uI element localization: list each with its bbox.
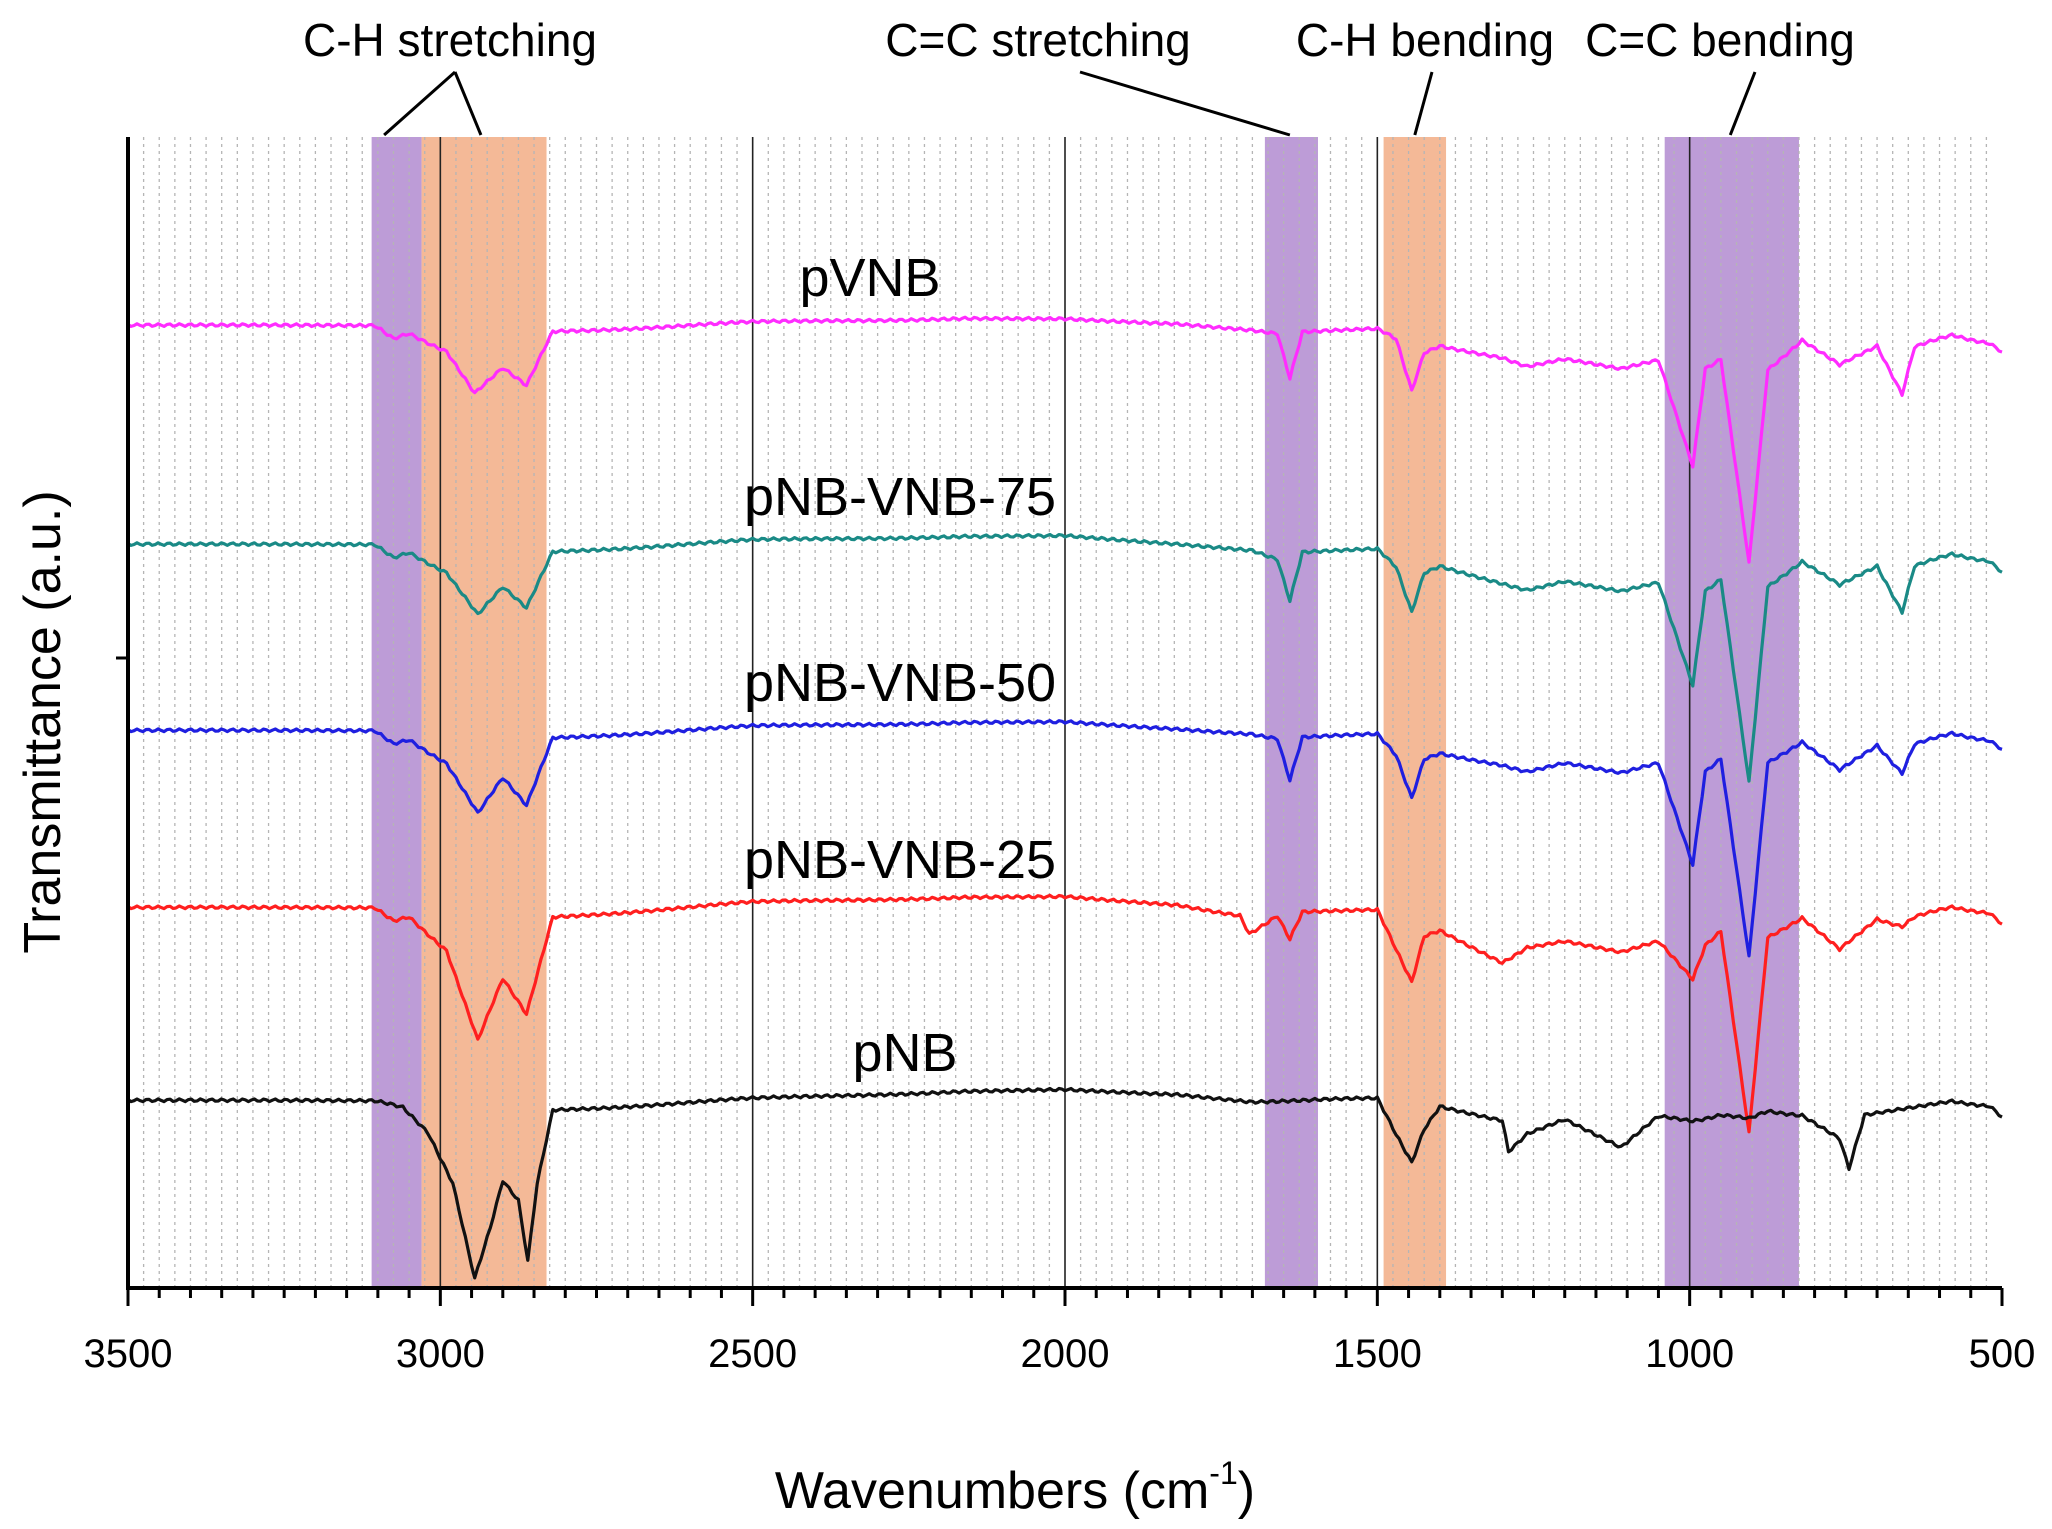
y-axis-title: Transmittance (a.u.) — [14, 490, 72, 953]
band-c-h-stretching-1 — [421, 137, 547, 1288]
absorption-bands — [371, 137, 1799, 1288]
x-tick-label: 1500 — [1333, 1332, 1422, 1376]
series-label-pnb-vnb-75: pNB-VNB-75 — [744, 467, 1056, 527]
x-tick-label: 3500 — [84, 1332, 173, 1376]
annotation-c-c-stretching: C=C stretching — [885, 14, 1191, 66]
x-tick-label: 500 — [1969, 1332, 2036, 1376]
series-label-pnb-vnb-50: pNB-VNB-50 — [744, 653, 1056, 713]
band-c-c-bending-4 — [1664, 137, 1799, 1288]
series-line-pnb-vnb-75 — [127, 532, 2003, 783]
x-axis-title: Wavenumbers (cm-1) — [775, 1455, 1255, 1520]
vertical-gridlines — [142, 137, 1988, 1288]
x-axis-title-main: Wavenumbers (cm — [775, 1462, 1209, 1520]
x-axis-title-suffix: ) — [1238, 1462, 1255, 1520]
annotation-pointer — [383, 70, 456, 137]
annotation-pointer — [1728, 71, 1757, 136]
series-labels: pVNB pNB-VNB-75 pNB-VNB-50 pNB-VNB-25 pNB — [744, 248, 1056, 1083]
series-label-pnb-vnb-25: pNB-VNB-25 — [744, 830, 1056, 890]
annotation-pointer — [1079, 70, 1291, 137]
band-annotations: C-H stretching C=C stretching C-H bending C… — [303, 14, 1855, 137]
spectra-series — [127, 315, 2003, 1280]
series-label-pvnb: pVNB — [799, 248, 940, 308]
annotation-c-c-bending: C=C bending — [1585, 14, 1855, 66]
series-line-pnb-vnb-25 — [127, 893, 2003, 1134]
band-c-h-bending-3 — [1383, 137, 1447, 1288]
x-axis-title-superscript: -1 — [1209, 1455, 1237, 1491]
series-line-pnb-vnb-50 — [127, 719, 2003, 958]
series-line-pvnb — [127, 315, 2003, 564]
x-tick-label: 1000 — [1645, 1332, 1734, 1376]
annotation-pointer — [453, 71, 483, 136]
annotation-pointer — [1413, 71, 1434, 136]
band-c-c-stretching-2 — [1264, 137, 1318, 1288]
x-tick-label: 2500 — [708, 1332, 797, 1376]
series-line-pnb — [127, 1086, 2003, 1280]
annotation-c-h-stretching: C-H stretching — [303, 14, 597, 66]
x-tick-label: 2000 — [1021, 1332, 1110, 1376]
x-axis-ticks: 3500 3000 2500 2000 1500 1000 500 — [84, 1288, 2036, 1376]
x-tick-label: 3000 — [396, 1332, 485, 1376]
annotation-c-h-bending: C-H bending — [1296, 14, 1554, 66]
series-label-pnb: pNB — [852, 1023, 957, 1083]
band-c-h-stretching-0 — [371, 137, 422, 1288]
